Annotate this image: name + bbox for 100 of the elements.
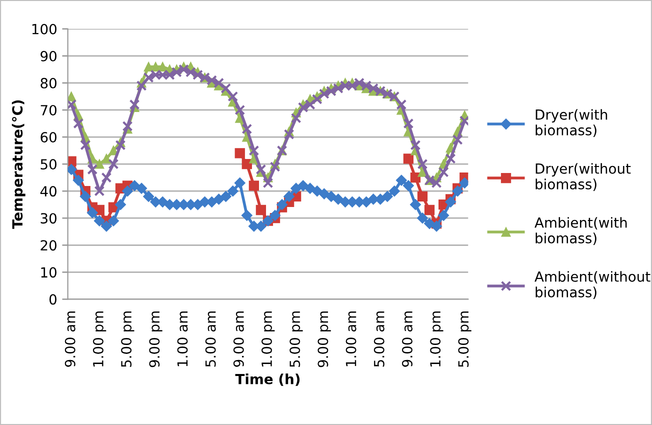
point (276, 199, 288, 210)
point (262, 178, 274, 188)
point (290, 112, 302, 124)
point (290, 182, 302, 194)
y-tick-label: 100 (32, 24, 56, 34)
point (129, 99, 140, 110)
point (402, 180, 414, 192)
x-tick-label: 1.00 pm (430, 311, 444, 366)
point (108, 146, 118, 156)
point (417, 212, 428, 224)
x-tick-label: 9.00 am (233, 311, 244, 367)
x-tick-label: 5.00 pm (290, 311, 303, 367)
point (403, 118, 414, 129)
legend-label: Ambient(with biomass) (534, 217, 627, 246)
point (396, 174, 407, 186)
point (312, 94, 322, 104)
point (94, 159, 104, 169)
point (234, 178, 246, 188)
y-tick-label: 80 (40, 78, 56, 88)
point (452, 186, 464, 197)
x-tick-label: 9.00 am (64, 311, 76, 367)
point (241, 210, 252, 221)
point (122, 120, 133, 132)
point (284, 129, 294, 140)
point (220, 191, 232, 202)
point (424, 218, 435, 229)
point (94, 215, 105, 226)
point (87, 164, 98, 175)
point (227, 186, 238, 197)
point (80, 191, 91, 202)
point (213, 194, 224, 205)
point (438, 166, 449, 178)
point (80, 140, 91, 150)
point (410, 140, 421, 150)
point (228, 91, 238, 102)
point (396, 99, 407, 110)
point (445, 196, 456, 208)
point (129, 180, 140, 192)
point (403, 154, 414, 164)
point (417, 158, 428, 170)
x-tick-label: 1.00 pm (92, 311, 106, 366)
point (248, 180, 259, 191)
point (332, 194, 344, 205)
point (242, 124, 252, 134)
x-tick-label: 5.00 pm (121, 311, 134, 367)
point (270, 162, 280, 172)
y-tick-label: 20 (40, 240, 56, 251)
y-axis-title: Temperature(°C) (12, 100, 26, 229)
point (158, 62, 168, 72)
x-tick-label: 5.00 am (205, 311, 216, 367)
x-tick-label: 9.00 am (402, 311, 412, 367)
point (115, 140, 126, 150)
y-tick-label: 90 (40, 50, 56, 62)
point (256, 204, 266, 216)
y-tick-label: 30 (40, 213, 56, 224)
point (72, 174, 84, 186)
point (86, 207, 98, 218)
point (108, 215, 119, 226)
point (382, 191, 393, 202)
point (452, 134, 463, 145)
legend-label: Dryer(without biomass) (536, 163, 631, 192)
point (445, 153, 456, 164)
legend-label: Dryer(with biomass) (536, 109, 608, 138)
point (68, 99, 77, 110)
point (100, 220, 112, 232)
point (417, 191, 428, 202)
point (102, 154, 112, 164)
legend-label: Ambient(without biomass) (534, 271, 650, 300)
point (122, 186, 133, 197)
point (256, 164, 266, 175)
y-tick-label: 60 (40, 132, 56, 142)
point (101, 172, 112, 183)
point (284, 191, 295, 202)
point (438, 210, 450, 221)
point (234, 148, 245, 158)
x-tick-label: 1.00 am (346, 311, 356, 366)
x-tick-label: 5.00 pm (458, 311, 472, 367)
x-tick-label: 5.00 am (374, 311, 384, 367)
x-tick-label: 1.00 am (177, 311, 188, 366)
point (304, 182, 316, 194)
x-tick-label: 1.00 pm (261, 311, 275, 366)
point (312, 186, 323, 197)
y-tick-label: 10 (41, 267, 56, 278)
y-tick-label: 70 (40, 104, 56, 116)
point (136, 182, 148, 194)
y-tick-label: 0 (49, 294, 56, 305)
point (115, 199, 126, 210)
point (94, 186, 105, 196)
point (234, 104, 246, 116)
point (220, 83, 232, 94)
point (270, 210, 280, 221)
point (326, 191, 337, 202)
x-tick-label: 9.00 pm (318, 311, 331, 368)
point (150, 62, 160, 72)
point (410, 199, 421, 210)
point (459, 116, 468, 126)
point (431, 220, 442, 232)
point (144, 62, 154, 72)
point (108, 158, 119, 170)
point (388, 186, 400, 197)
